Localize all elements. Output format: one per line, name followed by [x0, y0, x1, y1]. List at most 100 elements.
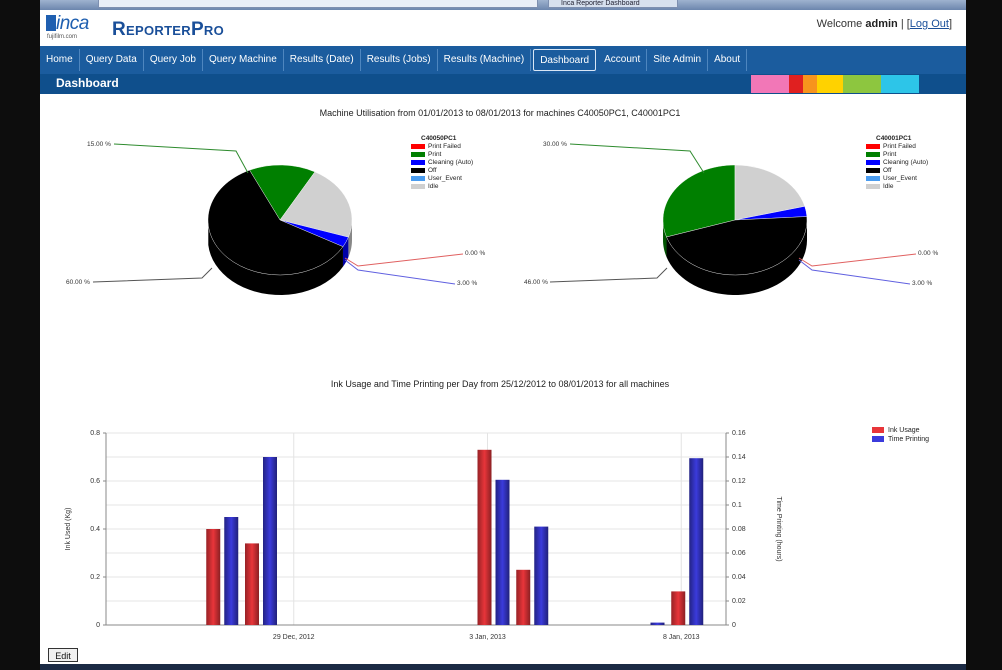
nav-query-machine[interactable]: Query Machine — [203, 49, 284, 71]
y2-tick-label: 0.08 — [732, 526, 746, 533]
legend-label: User_Event — [428, 175, 462, 182]
page-title: Dashboard — [56, 76, 119, 90]
nav-results-jobs[interactable]: Results (Jobs) — [361, 49, 438, 71]
legend-swatch — [866, 175, 880, 181]
legend-swatch — [411, 183, 425, 189]
pie-chart-svg — [207, 164, 353, 295]
page-title-bar: Dashboard — [40, 74, 966, 94]
logo-mark-icon — [46, 15, 56, 31]
legend-label: Off — [428, 167, 437, 174]
nav-account[interactable]: Account — [598, 49, 648, 71]
x-tick-label: 29 Dec, 2012 — [273, 634, 315, 641]
legend-item: Print — [411, 151, 473, 159]
y-tick-label: 0.4 — [90, 526, 100, 533]
nav-results-machine[interactable]: Results (Machine) — [438, 49, 532, 71]
bar-ink-usage — [516, 569, 531, 625]
browser-tab[interactable]: Inca Reporter Dashboard — [548, 0, 678, 8]
nav-query-job[interactable]: Query Job — [144, 49, 203, 71]
color-swatch — [843, 75, 881, 93]
pie-slice-print — [662, 164, 736, 238]
monitor-bezel-left — [0, 0, 40, 670]
legend-swatch — [866, 159, 880, 165]
logo-text: inca — [56, 13, 89, 34]
username: admin — [865, 18, 898, 30]
pie-callout: 0.00 % — [918, 250, 939, 257]
legend-label: Time Printing — [888, 436, 929, 443]
bar-time-printing — [650, 622, 665, 625]
y-axis-title: Ink Used (Kg) — [65, 508, 72, 551]
address-bar[interactable] — [98, 0, 538, 8]
pie-slice-off — [207, 169, 344, 276]
y-tick-label: 0.8 — [90, 430, 100, 437]
header: inca fujifilm.com ReporterPro Welcome ad… — [40, 10, 966, 46]
legend-label: Off — [883, 167, 892, 174]
legend-swatch — [866, 151, 880, 157]
nav-dashboard[interactable]: Dashboard — [533, 49, 597, 71]
leader-line — [344, 253, 464, 267]
nav-about[interactable]: About — [708, 49, 748, 71]
y2-tick-label: 0.04 — [732, 574, 746, 581]
pie-slice-off — [666, 216, 808, 276]
y-tick-label: 0.6 — [90, 478, 100, 485]
legend-item: Time Printing — [872, 435, 929, 444]
legend-item: Ink Usage — [872, 426, 929, 435]
welcome-text: Welcome admin | [Log Out] — [816, 18, 952, 30]
pie-slice-idle — [734, 164, 806, 221]
welcome-prefix: Welcome — [816, 18, 863, 30]
pie-leader-lines — [92, 143, 917, 285]
pie-chart-svg — [662, 164, 808, 295]
monitor-bezel-right — [966, 0, 1002, 670]
app-title: ReporterPro — [112, 19, 225, 40]
legend-item: Print Failed — [411, 143, 473, 151]
y2-tick-label: 0.14 — [732, 454, 746, 461]
pie-slice-side — [666, 220, 807, 295]
nav-query-data[interactable]: Query Data — [80, 49, 144, 71]
legend-item: Off — [411, 167, 473, 175]
nav-results-date[interactable]: Results (Date) — [284, 49, 361, 71]
bar-ink-usage — [206, 529, 221, 625]
pie-legend-c40001pc1: C40001PC1 Print Failed Print Cleaning (A… — [866, 135, 928, 191]
legend-label: Cleaning (Auto) — [883, 159, 929, 166]
bar-time-printing — [495, 479, 510, 625]
color-swatch — [881, 75, 919, 93]
pie-callout: 3.00 % — [912, 280, 933, 287]
legend-swatch — [872, 427, 884, 434]
y2-tick-label: 0.02 — [732, 598, 746, 605]
pie-chart-c40001pc1 — [635, 140, 835, 335]
legend-item: Idle — [411, 183, 473, 191]
pie-slice-print — [249, 164, 316, 221]
legend-swatch — [411, 175, 425, 181]
legend-swatch — [411, 143, 425, 149]
leader-line — [798, 253, 917, 267]
legend-item: Cleaning (Auto) — [411, 159, 473, 167]
legend-label: Idle — [428, 183, 439, 190]
edit-button[interactable]: Edit — [48, 648, 78, 662]
legend-label: User_Event — [883, 175, 917, 182]
bar-ink-usage — [477, 449, 492, 625]
leader-line — [344, 259, 456, 285]
y2-tick-label: 0 — [732, 622, 736, 629]
legend-swatch — [872, 436, 884, 443]
pie-callout: 0.00 % — [465, 250, 486, 257]
legend-label: Idle — [883, 183, 894, 190]
pie-callout: 15.00 % — [87, 141, 111, 148]
logout-link[interactable]: Log Out — [909, 18, 949, 30]
y-tick-label: 0 — [96, 622, 100, 629]
y2-tick-label: 0.1 — [732, 502, 742, 509]
color-swatch — [817, 75, 843, 93]
nav-site-admin[interactable]: Site Admin — [647, 49, 709, 71]
legend-item: Idle — [866, 183, 928, 191]
inca-logo[interactable]: inca fujifilm.com — [46, 13, 102, 43]
pie-slice-side — [663, 221, 667, 257]
legend-item: Off — [866, 167, 928, 175]
nav-home[interactable]: Home — [40, 49, 80, 71]
leader-line — [113, 143, 249, 174]
legend-item: Print Failed — [866, 143, 928, 151]
page: inca fujifilm.com ReporterPro Welcome ad… — [40, 10, 966, 664]
pie-callout: 60.00 % — [66, 279, 90, 286]
x-tick-label: 3 Jan, 2013 — [469, 634, 506, 641]
color-swatch — [789, 75, 803, 93]
legend-label: Cleaning (Auto) — [428, 159, 474, 166]
legend-label: Print — [428, 151, 442, 158]
pie-legend-title: C40001PC1 — [876, 135, 912, 142]
